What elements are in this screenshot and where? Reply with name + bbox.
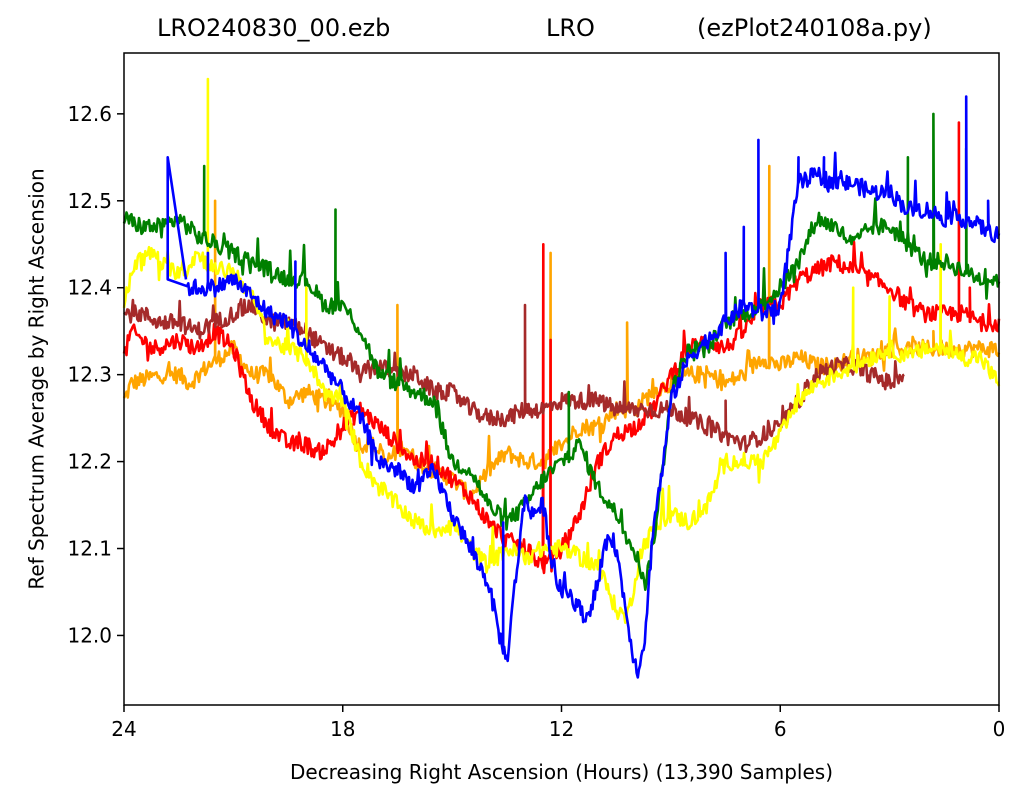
series-line-4	[122, 112, 1001, 591]
series-layer	[122, 77, 1001, 679]
x-tick-label: 6	[774, 717, 787, 741]
y-tick-label: 12.3	[67, 363, 112, 387]
series-line-3	[122, 77, 1001, 624]
y-tick-label: 12.1	[67, 537, 112, 561]
x-tick-label: 18	[330, 717, 355, 741]
y-tick-label: 12.0	[67, 623, 112, 647]
chart-title-site: LRO	[546, 14, 595, 42]
chart-title-filename: LRO240830_00.ezb	[157, 14, 391, 42]
y-tick-label: 12.5	[67, 189, 112, 213]
chart-title-script: (ezPlot240108a.py)	[697, 14, 932, 42]
series-line-2	[123, 295, 905, 454]
x-tick-label: 12	[549, 717, 574, 741]
y-tick-label: 12.2	[67, 450, 112, 474]
series-line-0	[122, 164, 1001, 502]
y-axis-label: Ref Spectrum Average by Right Ascension	[25, 168, 49, 589]
y-tick-label: 12.6	[67, 102, 112, 126]
series-line-5	[166, 95, 1001, 679]
y-tick-label: 12.4	[67, 276, 112, 300]
x-axis-label: Decreasing Right Ascension (Hours) (13,3…	[290, 760, 833, 784]
axes-layer: 24 18 12 6 0 12.0 12.1 12.2 12.3 12.4 12.5 12.6	[67, 102, 1005, 741]
x-tick-label: 0	[993, 717, 1006, 741]
x-tick-label: 24	[111, 717, 136, 741]
